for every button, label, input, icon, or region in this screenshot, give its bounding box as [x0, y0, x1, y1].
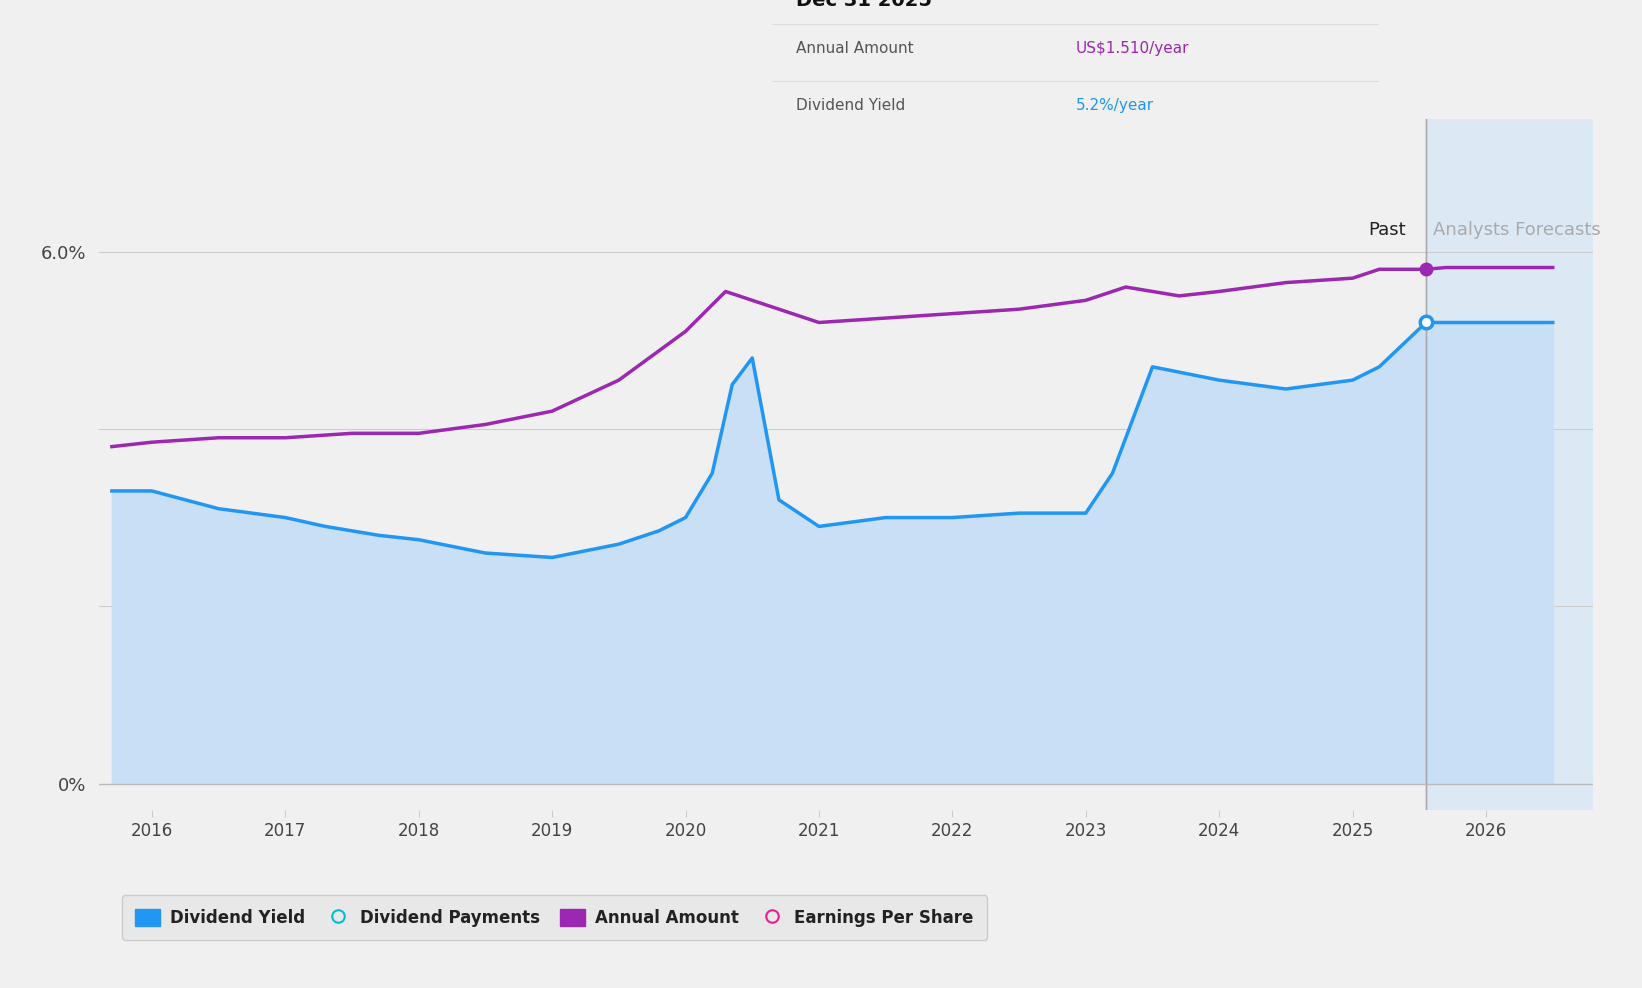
Text: US$1.510/year: US$1.510/year [1076, 41, 1189, 56]
Text: Analysts Forecasts: Analysts Forecasts [1433, 220, 1601, 238]
Text: Past: Past [1368, 220, 1406, 238]
Text: 5.2%/year: 5.2%/year [1076, 98, 1154, 114]
Text: Annual Amount: Annual Amount [796, 41, 913, 56]
Text: Dividend Yield: Dividend Yield [796, 98, 905, 114]
Text: Dec 31 2025: Dec 31 2025 [796, 0, 933, 10]
Legend: Dividend Yield, Dividend Payments, Annual Amount, Earnings Per Share: Dividend Yield, Dividend Payments, Annua… [122, 895, 987, 941]
Bar [1425, 119, 1593, 810]
